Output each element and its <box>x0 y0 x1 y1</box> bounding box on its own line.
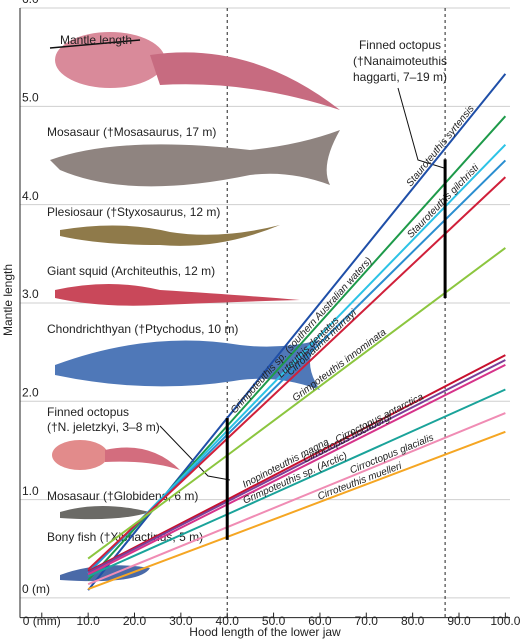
annotation: Finned octopus <box>47 405 129 419</box>
squid-illustration <box>55 284 300 306</box>
plot-back <box>19 7 510 619</box>
small-octopus-illustration <box>52 440 108 470</box>
annotation: (†N. jeletzkyi, 3–8 m) <box>47 420 160 434</box>
illustrations <box>50 32 340 582</box>
globidens-illustration <box>60 506 150 520</box>
y-tick-label: 2.0 <box>22 385 39 399</box>
y-axis-title: Mantle length <box>1 264 15 336</box>
shark-illustration <box>55 340 320 390</box>
x-tick-label: 80.0 <box>401 614 425 628</box>
annotation: haggarti, 7–19 m) <box>353 70 447 84</box>
annotation: Giant squid (Architeuthis, 12 m) <box>47 264 215 278</box>
annotation: Mosasaur (†Globidens, 6 m) <box>47 489 198 503</box>
pointer <box>159 425 231 481</box>
x-tick-label: 60.0 <box>308 614 332 628</box>
mantle-bracket <box>49 39 141 49</box>
x-tick-label: 20.0 <box>123 614 147 628</box>
annotation: Mosasaur (†Mosasaurus, 17 m) <box>47 125 216 139</box>
y-tick-label: 1.0 <box>22 484 39 498</box>
annotation: Finned octopus <box>359 38 441 52</box>
mosasaur-illustration <box>50 130 340 187</box>
y-tick-label: 6.0 <box>22 0 39 6</box>
x-tick-label: 0 (mm) <box>23 614 61 628</box>
annotation: (†Nanaimoteuthis <box>353 54 447 68</box>
pointer <box>397 87 445 169</box>
octopus-illustration <box>55 32 165 88</box>
x-tick-label: 50.0 <box>262 614 286 628</box>
plesiosaur-illustration <box>60 225 280 246</box>
annotation: Chondrichthyan (†Ptychodus, 10 m) <box>47 322 238 336</box>
mantle-label: Mantle length <box>60 33 132 47</box>
small-octopus-arms <box>105 447 180 470</box>
y-tick-label: 5.0 <box>22 90 39 104</box>
x-axis-title: Hood length of the lower jaw <box>189 625 341 639</box>
octopus-arms <box>150 52 340 110</box>
x-tick-label: 70.0 <box>355 614 379 628</box>
x-tick-label: 10.0 <box>76 614 100 628</box>
x-tick-label: 40.0 <box>216 614 240 628</box>
annotation: Plesiosaur (†Styxosaurus, 12 m) <box>47 205 220 219</box>
fish-illustration <box>60 565 150 582</box>
x-tick-label: 90.0 <box>447 614 471 628</box>
y-tick-label: 3.0 <box>22 287 39 301</box>
y-tick-label: 4.0 <box>22 189 39 203</box>
x-tick-label: 30.0 <box>169 614 193 628</box>
x-tick-label: 100.0 <box>490 614 520 628</box>
y-tick-label: 0 (m) <box>22 582 50 596</box>
plot-area <box>20 8 510 618</box>
